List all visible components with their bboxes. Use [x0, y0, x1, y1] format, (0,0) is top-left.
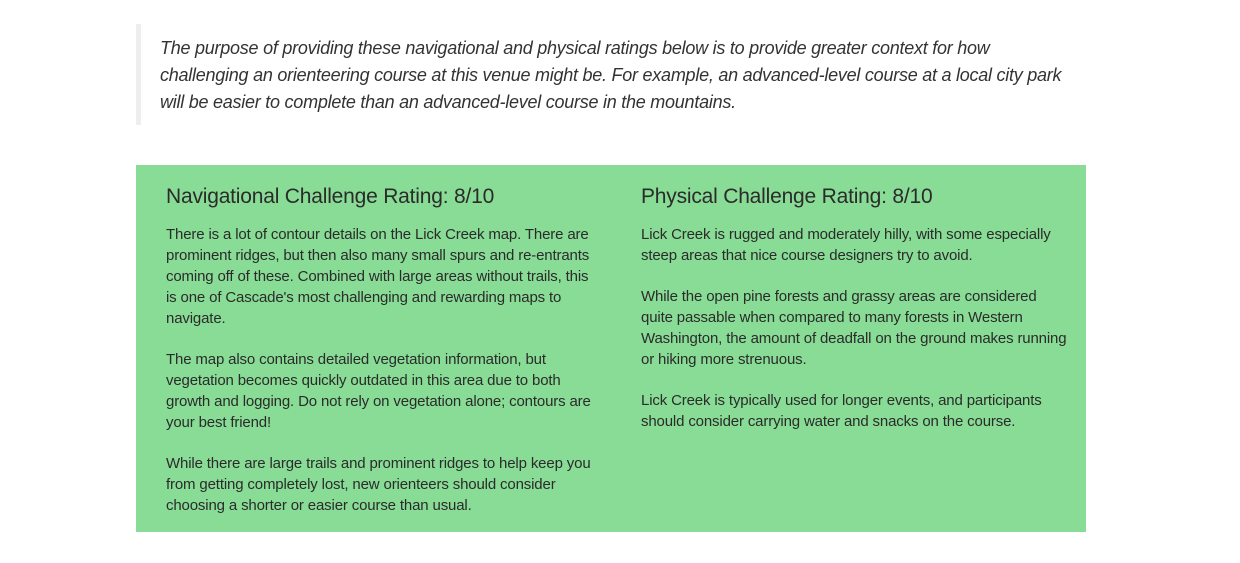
navigational-paragraph-1: There is a lot of contour details on the… — [166, 226, 590, 327]
physical-paragraph-3: Lick Creek is typically used for longer … — [641, 392, 1042, 430]
intro-text: The purpose of providing these navigatio… — [160, 38, 1062, 112]
physical-paragraph-2: While the open pine forests and grassy a… — [641, 288, 1067, 368]
intro-blockquote: The purpose of providing these navigatio… — [136, 24, 1076, 125]
navigational-rating-column: Navigational Challenge Rating: 8/10 Ther… — [166, 165, 596, 516]
physical-paragraph-1: Lick Creek is rugged and moderately hill… — [641, 226, 1051, 264]
navigational-rating-title: Navigational Challenge Rating: 8/10 — [166, 185, 495, 208]
navigational-paragraph-3: While there are large trails and promine… — [166, 455, 591, 514]
navigational-paragraph-2: The map also contains detailed vegetatio… — [166, 351, 591, 431]
physical-rating-title: Physical Challenge Rating: 8/10 — [641, 185, 933, 208]
ratings-panel: Navigational Challenge Rating: 8/10 Ther… — [136, 165, 1086, 532]
physical-rating-column: Physical Challenge Rating: 8/10 Lick Cre… — [641, 165, 1071, 432]
